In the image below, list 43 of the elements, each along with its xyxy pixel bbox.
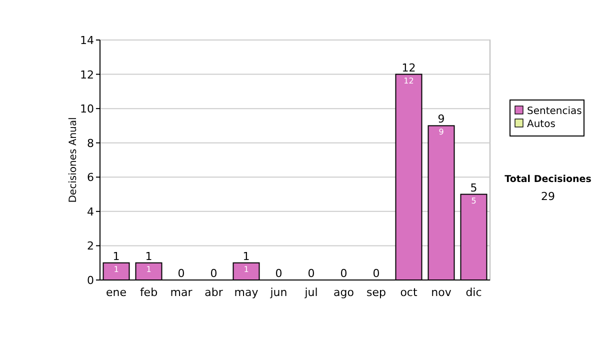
total-label: 0 bbox=[275, 267, 282, 280]
total-label: 5 bbox=[470, 181, 478, 194]
y-axis-title: Decisiones Anual bbox=[68, 117, 79, 203]
x-tick-label: sep bbox=[366, 286, 386, 299]
x-tick-label: dic bbox=[466, 286, 482, 299]
data-label: 9 bbox=[438, 128, 444, 137]
x-tick-label: abr bbox=[204, 286, 224, 299]
total-label: 0 bbox=[210, 267, 218, 280]
y-tick-label: 2 bbox=[87, 240, 94, 253]
y-tick-label: 8 bbox=[87, 136, 94, 150]
total-label: 1 bbox=[242, 250, 250, 263]
x-tick-label: ago bbox=[334, 286, 354, 299]
total-label: 9 bbox=[438, 112, 445, 126]
y-tick-label: 6 bbox=[87, 171, 94, 184]
data-label: 5 bbox=[471, 196, 476, 206]
total-label: 0 bbox=[308, 267, 315, 280]
y-tick-label: 10 bbox=[80, 102, 94, 116]
total-label: 0 bbox=[340, 267, 348, 280]
total-label: 1 bbox=[145, 250, 152, 263]
y-tick-label: 0 bbox=[87, 274, 94, 287]
data-label: 1 bbox=[146, 264, 152, 274]
y-tick-label: 12 bbox=[80, 68, 94, 82]
total-label: 0 bbox=[372, 267, 380, 280]
x-tick-label: mar bbox=[170, 286, 193, 299]
x-tick-label: jun bbox=[269, 286, 288, 299]
x-tick-label: feb bbox=[140, 286, 158, 299]
text: 29 bbox=[541, 190, 555, 203]
x-tick-label: jul bbox=[304, 286, 318, 299]
legend-label: Autos bbox=[527, 119, 556, 130]
x-tick-label: oct bbox=[400, 286, 418, 299]
total-label: 1 bbox=[112, 250, 120, 263]
text: Total Decisiones bbox=[504, 174, 592, 185]
y-tick-label: 4 bbox=[87, 205, 94, 218]
legend-label: Sentencias bbox=[527, 106, 582, 117]
data-label: 1 bbox=[114, 264, 119, 274]
total-label: 12 bbox=[402, 61, 416, 74]
x-tick-label: nov bbox=[431, 286, 452, 299]
x-tick-label: may bbox=[234, 286, 259, 299]
total-label: 0 bbox=[178, 267, 185, 280]
x-tick-label: ene bbox=[106, 286, 127, 299]
data-label: 1 bbox=[244, 264, 249, 274]
y-tick-label: 14 bbox=[80, 34, 94, 47]
data-label: 12 bbox=[404, 76, 414, 86]
